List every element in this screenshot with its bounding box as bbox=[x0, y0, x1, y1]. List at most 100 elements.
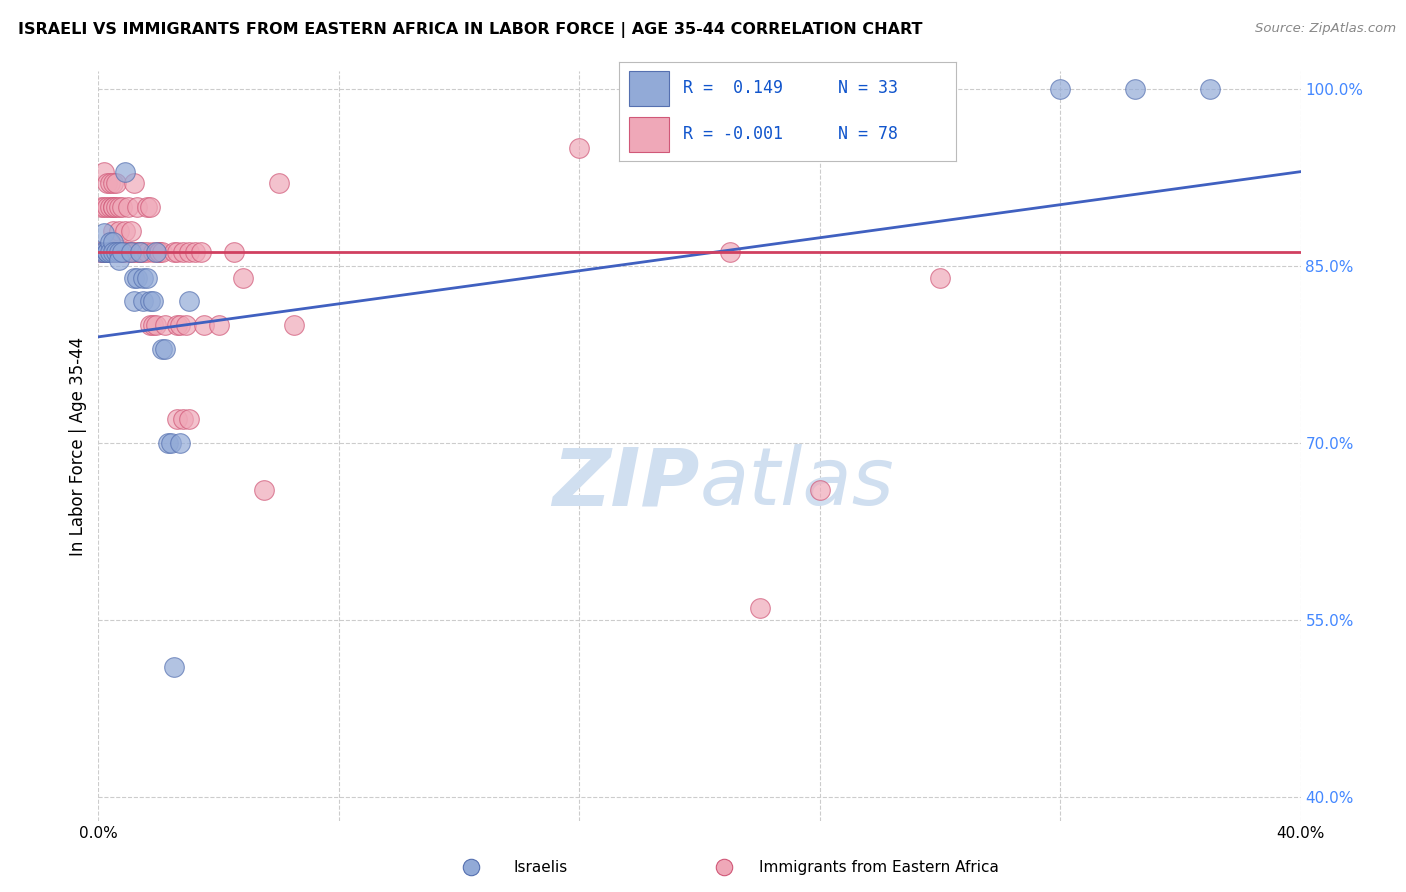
Point bbox=[222, 244, 245, 259]
Point bbox=[132, 294, 155, 309]
Point bbox=[100, 244, 122, 259]
Point bbox=[169, 318, 191, 332]
Point bbox=[105, 200, 128, 214]
Point bbox=[129, 244, 152, 259]
Point bbox=[93, 226, 115, 240]
Point bbox=[183, 244, 205, 259]
Point bbox=[153, 342, 176, 356]
Point bbox=[90, 200, 112, 214]
Point bbox=[156, 436, 179, 450]
Point bbox=[108, 244, 131, 259]
Point bbox=[190, 244, 212, 259]
Point bbox=[135, 200, 157, 214]
Point bbox=[96, 244, 118, 259]
Point bbox=[93, 244, 115, 259]
Point bbox=[90, 244, 112, 259]
Point bbox=[138, 200, 160, 214]
Point bbox=[153, 318, 176, 332]
Y-axis label: In Labor Force | Age 35-44: In Labor Force | Age 35-44 bbox=[69, 336, 87, 556]
Point bbox=[162, 244, 184, 259]
Point bbox=[105, 244, 128, 259]
Point bbox=[808, 483, 831, 498]
Point bbox=[177, 294, 200, 309]
Point bbox=[108, 253, 131, 268]
Point bbox=[177, 412, 200, 426]
Point bbox=[129, 244, 152, 259]
Point bbox=[90, 244, 112, 259]
Point bbox=[121, 244, 143, 259]
Point bbox=[232, 270, 254, 285]
Point bbox=[141, 294, 163, 309]
Point bbox=[117, 244, 139, 259]
Point bbox=[141, 318, 163, 332]
Point bbox=[208, 318, 231, 332]
Text: ZIP: ZIP bbox=[553, 444, 700, 523]
Text: Israelis: Israelis bbox=[513, 860, 568, 874]
Point bbox=[93, 200, 115, 214]
Point bbox=[103, 224, 125, 238]
Point bbox=[96, 244, 118, 259]
Point bbox=[103, 200, 125, 214]
Point bbox=[124, 177, 146, 191]
Point bbox=[121, 224, 143, 238]
Point bbox=[108, 200, 131, 214]
Point bbox=[114, 244, 136, 259]
Point bbox=[174, 318, 197, 332]
Point bbox=[141, 244, 163, 259]
Point bbox=[1199, 82, 1222, 96]
Point bbox=[100, 200, 122, 214]
Point bbox=[96, 244, 118, 259]
Text: R = -0.001: R = -0.001 bbox=[683, 125, 783, 143]
Point bbox=[96, 244, 118, 259]
Point bbox=[93, 244, 115, 259]
Text: ISRAELI VS IMMIGRANTS FROM EASTERN AFRICA IN LABOR FORCE | AGE 35-44 CORRELATION: ISRAELI VS IMMIGRANTS FROM EASTERN AFRIC… bbox=[18, 22, 922, 38]
Point bbox=[169, 436, 191, 450]
Point bbox=[127, 244, 149, 259]
Point bbox=[103, 244, 125, 259]
Point bbox=[568, 141, 591, 155]
Point bbox=[162, 660, 184, 674]
Point bbox=[148, 244, 170, 259]
Point bbox=[267, 177, 290, 191]
Point bbox=[748, 601, 770, 615]
Point bbox=[93, 244, 115, 259]
Point bbox=[138, 294, 160, 309]
Point bbox=[193, 318, 215, 332]
Point bbox=[145, 244, 167, 259]
Text: Source: ZipAtlas.com: Source: ZipAtlas.com bbox=[1256, 22, 1396, 36]
Point bbox=[129, 244, 152, 259]
Point bbox=[1123, 82, 1146, 96]
Point bbox=[103, 244, 125, 259]
Point bbox=[159, 436, 181, 450]
Point bbox=[145, 318, 167, 332]
Point bbox=[283, 318, 305, 332]
Point bbox=[124, 294, 146, 309]
Point bbox=[166, 318, 188, 332]
Point bbox=[460, 860, 482, 874]
Point bbox=[90, 244, 112, 259]
FancyBboxPatch shape bbox=[628, 118, 669, 152]
Text: N = 33: N = 33 bbox=[838, 79, 898, 97]
Text: atlas: atlas bbox=[700, 444, 894, 523]
Point bbox=[132, 270, 155, 285]
Point bbox=[1049, 82, 1071, 96]
Point bbox=[117, 244, 139, 259]
Point bbox=[96, 177, 118, 191]
Point bbox=[121, 244, 143, 259]
Point bbox=[93, 164, 115, 178]
Point bbox=[713, 860, 735, 874]
Point bbox=[103, 200, 125, 214]
Point bbox=[124, 270, 146, 285]
Point bbox=[150, 244, 173, 259]
Point bbox=[111, 244, 134, 259]
Point bbox=[253, 483, 276, 498]
Point bbox=[103, 177, 125, 191]
Point bbox=[100, 177, 122, 191]
Point bbox=[103, 235, 125, 250]
Point bbox=[111, 244, 134, 259]
Point bbox=[105, 244, 128, 259]
Point bbox=[96, 200, 118, 214]
Point bbox=[929, 270, 952, 285]
Point bbox=[100, 244, 122, 259]
Point bbox=[150, 342, 173, 356]
